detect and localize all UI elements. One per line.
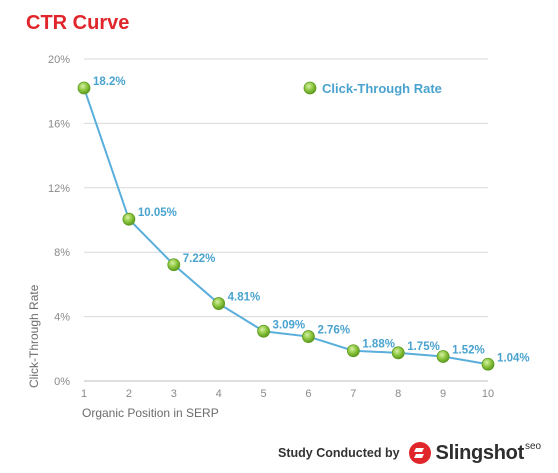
data-labels: 18.2% 10.05% 7.22% 4.81% 3.09% 2.76% 1.88% 1.75… xyxy=(93,76,530,364)
x-tick-label: 10 xyxy=(482,388,494,400)
y-tick-label: 12% xyxy=(48,183,70,195)
grid xyxy=(84,58,488,382)
y-tick-label: 20% xyxy=(48,54,70,66)
y-axis-label: Click-Through Rate xyxy=(27,284,41,388)
data-point xyxy=(481,357,495,371)
footer: Study Conducted by Slingshot seo xyxy=(278,440,541,466)
data-label: 10.05% xyxy=(138,207,177,219)
data-label: 2.76% xyxy=(317,325,350,337)
x-tick-label: 4 xyxy=(216,388,222,400)
data-label: 4.81% xyxy=(228,292,261,304)
x-tick-label: 8 xyxy=(395,388,401,400)
data-label: 3.09% xyxy=(273,319,306,331)
data-point xyxy=(436,350,450,363)
brand-suffix: seo xyxy=(524,440,542,452)
data-label: 7.22% xyxy=(183,253,216,265)
brand-logo: Slingshot seo xyxy=(408,440,542,465)
data-point xyxy=(346,344,360,358)
chart-title: CTR Curve xyxy=(26,12,130,34)
data-point xyxy=(212,297,226,310)
series-line xyxy=(83,87,489,366)
x-axis-label: Organic Position in SERP xyxy=(82,406,219,420)
y-tick-label: 16% xyxy=(48,118,70,130)
x-tick-label: 3 xyxy=(171,388,177,400)
data-label: 1.04% xyxy=(497,352,530,364)
data-point xyxy=(167,258,181,272)
legend-marker xyxy=(303,81,317,95)
x-tick-label: 6 xyxy=(305,388,311,400)
data-label: 1.75% xyxy=(407,341,440,353)
x-tick-label: 7 xyxy=(350,388,356,400)
data-point xyxy=(302,330,315,343)
y-tick-label: 0% xyxy=(54,376,70,388)
data-label: 1.88% xyxy=(362,339,395,351)
x-tick-label: 1 xyxy=(81,388,87,400)
legend-label: Click-Through Rate xyxy=(322,81,442,96)
y-tick-label: 8% xyxy=(54,247,70,259)
data-label: 18.2% xyxy=(93,76,126,88)
data-point xyxy=(257,324,270,338)
series-markers xyxy=(77,81,495,371)
x-tick-label: 2 xyxy=(126,388,132,400)
y-axis-ticks: 0% 4% 8% 12% 16% 20% xyxy=(48,54,70,388)
series-line-group xyxy=(83,87,489,366)
data-point xyxy=(77,81,91,95)
data-point xyxy=(122,212,136,226)
data-point xyxy=(391,346,405,360)
footer-text: Study Conducted by xyxy=(278,446,400,460)
slingshot-logo-icon xyxy=(408,442,431,464)
data-label: 1.52% xyxy=(452,345,485,357)
x-axis-ticks: 1 2 3 4 5 6 7 8 9 10 xyxy=(81,388,494,400)
legend: Click-Through Rate xyxy=(303,81,442,96)
x-tick-label: 5 xyxy=(260,388,266,400)
brand-name: Slingshot xyxy=(435,441,525,464)
y-tick-label: 4% xyxy=(54,312,70,324)
x-tick-label: 9 xyxy=(440,388,446,400)
